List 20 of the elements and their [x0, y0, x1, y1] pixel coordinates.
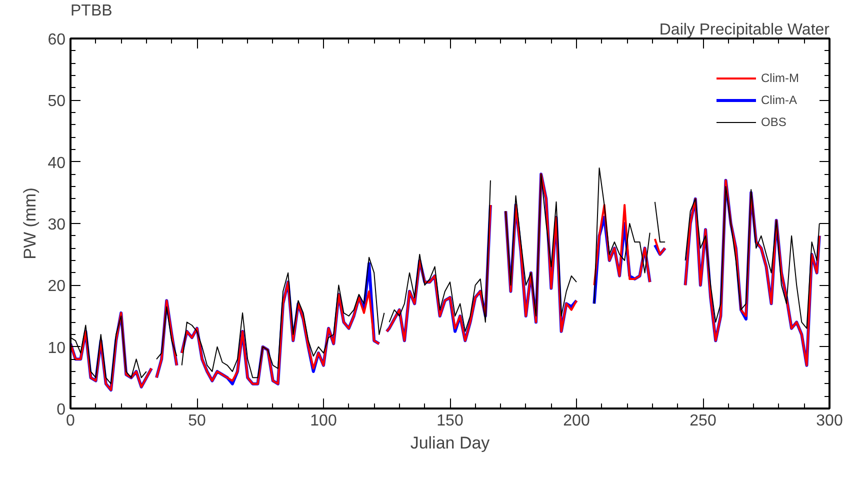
- legend-label: OBS: [761, 115, 786, 129]
- y-tick-label: 30: [48, 216, 66, 234]
- y-tick-label: 60: [48, 32, 66, 48]
- x-tick-label: 250: [690, 412, 716, 430]
- x-tick-label: 100: [310, 412, 337, 430]
- chart-subtitle: Daily Precipitable Water: [659, 22, 830, 38]
- y-axis-title: PW (mm): [20, 188, 40, 260]
- legend-label: Clim-A: [761, 93, 797, 107]
- x-axis-title: Julian Day: [410, 434, 490, 452]
- legend-label: Clim-M: [761, 71, 799, 85]
- x-tick-label: 150: [436, 412, 464, 430]
- y-tick-label: 10: [48, 340, 66, 357]
- chart-title: PTBB: [70, 2, 112, 20]
- y-tick-label: 0: [56, 402, 66, 418]
- x-tick-label: 300: [816, 412, 843, 430]
- y-tick-label: 40: [48, 154, 66, 172]
- x-tick-label: 200: [563, 412, 590, 430]
- y-tick-label: 50: [48, 93, 66, 110]
- y-tick-label: 20: [48, 278, 66, 296]
- x-tick-label: 50: [188, 412, 206, 430]
